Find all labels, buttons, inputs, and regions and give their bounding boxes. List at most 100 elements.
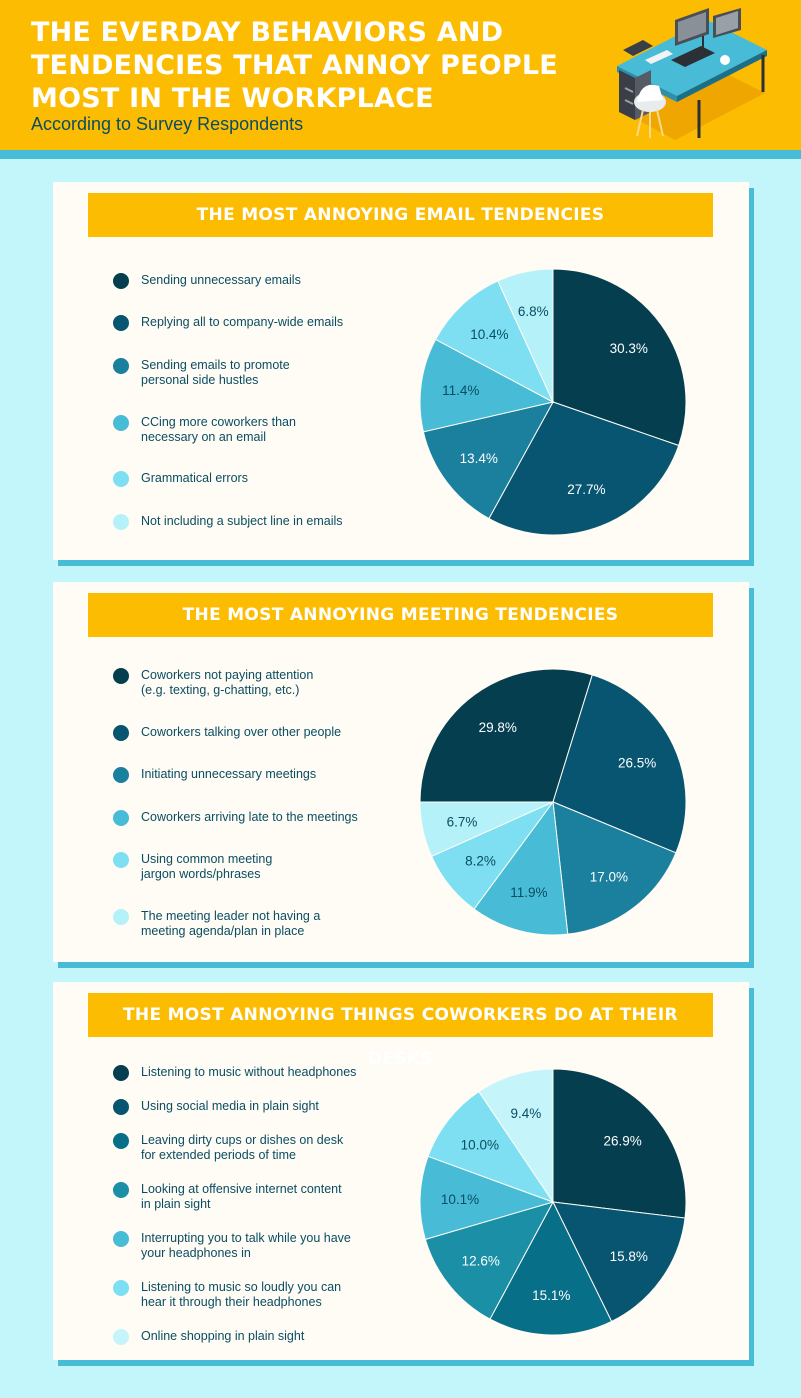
meeting-legend-item: Coworkers not paying attention (e.g. tex… bbox=[113, 668, 373, 698]
legend-label: Coworkers arriving late to the meetings bbox=[141, 810, 358, 824]
meeting-pie-chart: 29.8% 26.5% 17.0% 11.9% 8.2% 6.7% bbox=[419, 668, 687, 936]
pie-slice bbox=[552, 1201, 686, 1323]
pie-slice-label: 11.9% bbox=[510, 885, 547, 900]
pie-slice bbox=[489, 1200, 613, 1336]
pie-slice bbox=[497, 268, 554, 403]
legend-dot bbox=[113, 1133, 129, 1149]
pie-slice-label: 29.8% bbox=[479, 720, 517, 735]
pie-slice-label: 10.1% bbox=[441, 1192, 479, 1207]
pie-slice bbox=[478, 1068, 554, 1204]
pie-slice-label: 27.7% bbox=[567, 482, 605, 497]
meeting-legend-item: Coworkers arriving late to the meetings bbox=[113, 810, 373, 826]
legend-dot bbox=[113, 725, 129, 741]
legend-dot bbox=[113, 1231, 129, 1247]
desk-legend-item: Using social media in plain sight bbox=[113, 1099, 373, 1115]
legend-dot bbox=[113, 1280, 129, 1296]
pie-slice bbox=[473, 800, 569, 936]
legend-label: Sending emails to promote personal side … bbox=[141, 358, 290, 387]
legend-dot bbox=[113, 1329, 129, 1345]
meeting-legend-item: Coworkers talking over other people bbox=[113, 725, 373, 741]
meeting-legend-item: Initiating unnecessary meetings bbox=[113, 767, 373, 783]
desk-panel-title: THE MOST ANNOYING THINGS COWORKERS DO AT… bbox=[88, 993, 713, 1069]
legend-label: Using social media in plain sight bbox=[141, 1099, 319, 1113]
pie-slice bbox=[427, 1090, 555, 1203]
email-legend-item: Sending unnecessary emails bbox=[113, 273, 373, 289]
pie-slice bbox=[419, 338, 555, 433]
pie-slice bbox=[552, 1068, 687, 1219]
legend-label: Sending unnecessary emails bbox=[141, 273, 301, 287]
legend-label: Using common meeting jargon words/phrase… bbox=[141, 852, 273, 881]
pie-slice-label: 15.8% bbox=[610, 1249, 648, 1264]
email-legend-item: Not including a subject line in emails bbox=[113, 514, 373, 530]
desk-pie-chart: 26.9% 15.8% 15.1% 12.6% 10.1% 10.0% 9.4% bbox=[419, 1068, 687, 1336]
legend-label: Coworkers talking over other people bbox=[141, 725, 342, 739]
legend-dot bbox=[113, 1065, 129, 1081]
pie-slice bbox=[488, 401, 680, 536]
legend-label: Listening to music without headphones bbox=[141, 1065, 357, 1079]
legend-label: The meeting leader not having a meeting … bbox=[141, 909, 321, 938]
legend-label: Not including a subject line in emails bbox=[141, 514, 343, 528]
legend-dot bbox=[113, 514, 129, 530]
pie-slice bbox=[422, 401, 554, 520]
legend-label: Leaving dirty cups or dishes on desk for… bbox=[141, 1133, 344, 1162]
desk-legend-item: Listening to music so loudly you can hea… bbox=[113, 1280, 373, 1310]
legend-dot bbox=[113, 315, 129, 331]
pie-slice-label: 10.4% bbox=[470, 327, 508, 342]
page-subtitle: According to Survey Respondents bbox=[31, 114, 304, 134]
pie-slice-label: 11.4% bbox=[442, 383, 479, 398]
pie-slice-label: 6.7% bbox=[447, 814, 478, 829]
desk-legend-item: Online shopping in plain sight bbox=[113, 1329, 373, 1345]
desk-legend-item: Interrupting you to talk while you have … bbox=[113, 1231, 373, 1261]
email-legend-item: Replying all to company-wide emails bbox=[113, 315, 373, 331]
pie-slice-label: 12.6% bbox=[462, 1254, 500, 1269]
legend-label: Looking at offensive internet content in… bbox=[141, 1182, 342, 1211]
pie-slice-label: 6.8% bbox=[518, 304, 549, 319]
pie-slice-label: 26.9% bbox=[603, 1133, 641, 1148]
header-stripe bbox=[0, 150, 801, 159]
email-panel-title: THE MOST ANNOYING EMAIL TENDENCIES bbox=[88, 193, 713, 237]
pie-slice bbox=[552, 801, 677, 935]
legend-label: Listening to music so loudly you can hea… bbox=[141, 1280, 342, 1309]
legend-label: CCing more coworkers than necessary on a… bbox=[141, 415, 296, 444]
meeting-legend-item: The meeting leader not having a meeting … bbox=[113, 909, 373, 939]
desk-panel: THE MOST ANNOYING THINGS COWORKERS DO AT… bbox=[53, 982, 749, 1360]
legend-label: Interrupting you to talk while you have … bbox=[141, 1231, 351, 1260]
legend-dot bbox=[113, 767, 129, 783]
legend-label: Coworkers not paying attention (e.g. tex… bbox=[141, 668, 314, 697]
legend-dot bbox=[113, 668, 129, 684]
legend-dot bbox=[113, 852, 129, 868]
email-legend-item: Sending emails to promote personal side … bbox=[113, 358, 373, 388]
legend-dot bbox=[113, 1182, 129, 1198]
pie-slice-label: 9.4% bbox=[511, 1106, 542, 1121]
pie-slice-label: 13.4% bbox=[460, 451, 498, 466]
legend-dot bbox=[113, 471, 129, 487]
pie-slice bbox=[419, 668, 593, 803]
header: THE EVERDAY BEHAVIORS AND TENDENCIES THA… bbox=[0, 0, 801, 150]
pie-slice bbox=[424, 1201, 555, 1320]
pie-slice bbox=[434, 280, 555, 404]
legend-label: Grammatical errors bbox=[141, 471, 248, 485]
legend-dot bbox=[113, 810, 129, 826]
pie-slice-label: 8.2% bbox=[465, 853, 496, 868]
pie-slice bbox=[419, 801, 554, 857]
meeting-legend-item: Using common meeting jargon words/phrase… bbox=[113, 852, 373, 882]
legend-dot bbox=[113, 415, 129, 431]
meeting-panel: THE MOST ANNOYING MEETING TENDENCIES Cow… bbox=[53, 582, 749, 962]
email-panel: THE MOST ANNOYING EMAIL TENDENCIES Sendi… bbox=[53, 182, 749, 560]
legend-dot bbox=[113, 909, 129, 925]
pie-slice-label: 30.3% bbox=[610, 341, 648, 356]
legend-label: Online shopping in plain sight bbox=[141, 1329, 305, 1343]
email-legend-item: CCing more coworkers than necessary on a… bbox=[113, 415, 373, 445]
desk-legend-item: Leaving dirty cups or dishes on desk for… bbox=[113, 1133, 373, 1163]
pie-slice-label: 17.0% bbox=[590, 869, 628, 884]
pie-slice-label: 26.5% bbox=[618, 755, 656, 770]
legend-dot bbox=[113, 358, 129, 374]
pie-slice-label: 10.0% bbox=[461, 1138, 499, 1153]
pie-slice bbox=[552, 674, 687, 854]
legend-dot bbox=[113, 1099, 129, 1115]
meeting-panel-title: THE MOST ANNOYING MEETING TENDENCIES bbox=[88, 593, 713, 637]
legend-dot bbox=[113, 273, 129, 289]
email-pie-chart: 30.3% 27.7% 13.4% 11.4% 10.4% 6.8% bbox=[419, 268, 687, 536]
desk-legend-item: Looking at offensive internet content in… bbox=[113, 1182, 373, 1212]
page-title: THE EVERDAY BEHAVIORS AND TENDENCIES THA… bbox=[31, 17, 558, 114]
